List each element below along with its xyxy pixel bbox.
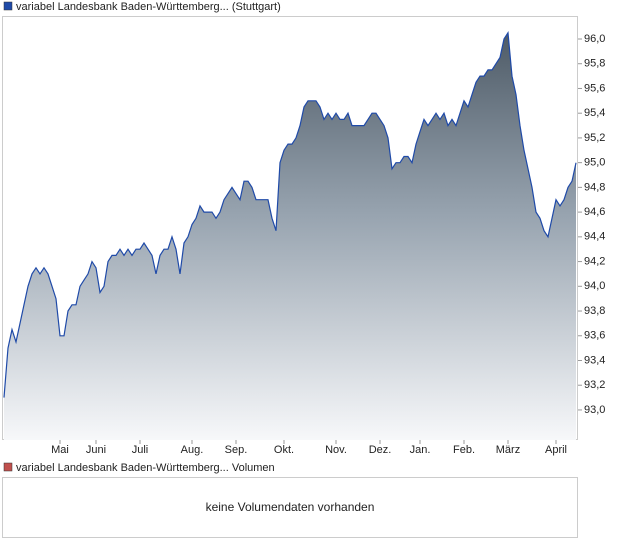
y-tick-label: 94,2 [584,255,605,267]
volume-frame [2,477,578,538]
y-tick-label: 95,0 [584,157,605,169]
y-tick-label: 94,4 [584,231,605,243]
legend-label: variabel Landesbank Baden-Württemberg...… [16,1,281,13]
x-tick-label: Dez. [369,444,392,456]
volume-message: keine Volumendaten vorhanden [206,500,375,514]
y-tick-label: 95,6 [584,82,605,94]
y-tick-label: 93,8 [584,305,605,317]
y-tick-label: 93,2 [584,379,605,391]
y-tick-label: 94,6 [584,206,605,218]
x-tick-label: Nov. [325,444,347,456]
x-tick-label: Juni [86,444,106,456]
x-tick-label: Aug. [181,444,204,456]
y-tick-label: 93,0 [584,404,605,416]
y-tick-label: 96,0 [584,33,605,45]
area [4,32,576,441]
y-tick-label: 93,6 [584,330,605,342]
y-tick-label: 95,2 [584,132,605,144]
line [3,31,577,398]
x-tick-label: Sep. [225,444,248,456]
y-tick-label: 94,0 [584,280,605,292]
x-tick-label: Jan. [410,444,431,456]
y-tick-label: 95,8 [584,58,605,70]
x-tick-label: April [545,444,567,456]
x-tick-label: März [496,444,520,456]
legend-swatch [3,462,13,472]
y-tick-label: 94,8 [584,181,605,193]
x-tick-label: Feb. [453,444,475,456]
volume-legend: variabel Landesbank Baden-Württemberg...… [16,462,275,474]
x-tick-label: Mai [51,444,69,456]
y-tick-label: 95,4 [584,107,605,119]
x-tick-label: Juli [132,444,149,456]
y-tick-label: 93,4 [584,354,605,366]
legend-swatch [3,1,13,11]
x-tick-label: Okt. [274,444,294,456]
